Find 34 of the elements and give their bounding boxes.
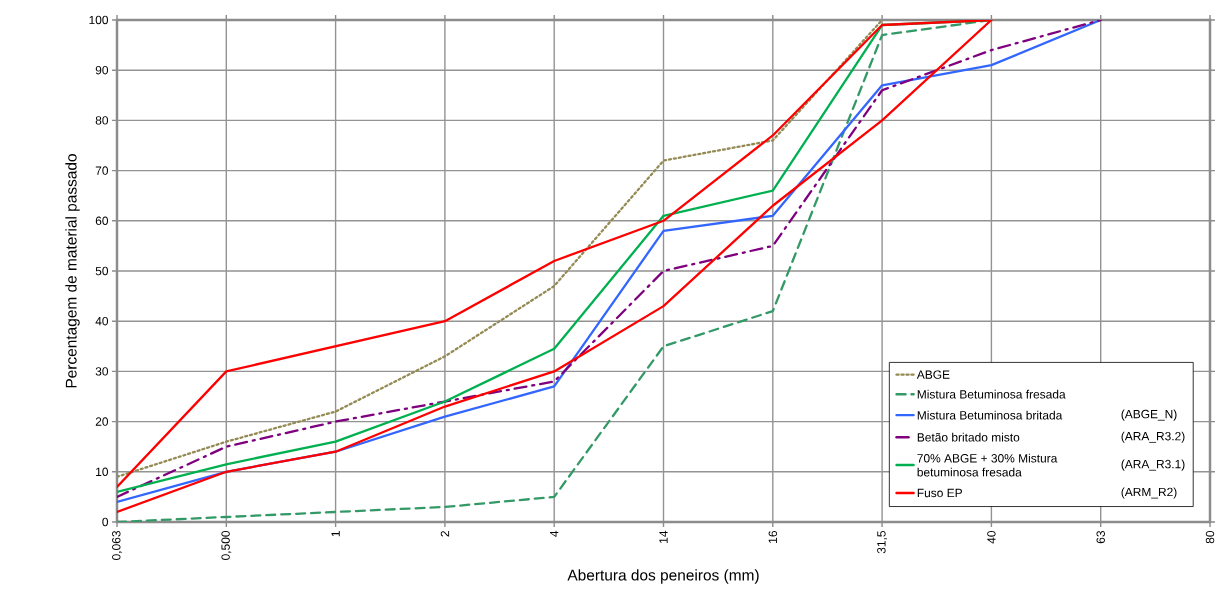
y-tick-label: 60 <box>95 216 109 226</box>
y-tick-label: 50 <box>95 266 109 276</box>
x-tick-label: 40 <box>987 530 996 544</box>
legend-label: 70% ABGE + 30% Mistura betuminosa fresada <box>917 453 1058 477</box>
x-tick-label: 0,063 <box>112 531 122 560</box>
y-tick-label: 30 <box>95 367 109 376</box>
x-tick-label: 63 <box>1096 531 1105 544</box>
x-tick-label: 4 <box>550 530 559 537</box>
annotation: (ARA_R3.2) <box>1121 431 1185 443</box>
annotation: (ARM_R2) <box>1121 487 1177 499</box>
annotation: (ARA_R3.1) <box>1121 459 1185 471</box>
x-tick-label: 31,5 <box>877 531 888 554</box>
legend-label: Mistura Betuminosa britada <box>917 410 1063 420</box>
y-tick-label: 100 <box>89 15 109 25</box>
x-axis-title: Abertura dos peneiros (mm) <box>567 569 759 584</box>
legend-label: Fuso EP <box>917 488 963 498</box>
y-tick-label: 80 <box>95 116 109 125</box>
x-tick-label: 1 <box>331 531 340 537</box>
x-tick-label: 16 <box>768 531 778 543</box>
legend-label: Mistura Betuminosa fresada <box>917 389 1066 399</box>
x-tick-label: 80 <box>1205 530 1215 544</box>
legend-label: ABGE <box>916 370 950 379</box>
y-tick-label: 0 <box>102 517 109 527</box>
x-tick-label: 0,500 <box>221 530 232 560</box>
x-tick-label: 2 <box>440 531 450 537</box>
y-tick-label: 10 <box>96 467 109 477</box>
annotation: (ABGE_N) <box>1121 409 1177 421</box>
x-tick-label: 14 <box>659 530 668 543</box>
y-tick-label: 20 <box>95 417 109 426</box>
y-tick-label: 90 <box>95 65 109 75</box>
y-tick-label: 70 <box>95 166 109 175</box>
y-axis-title: Percentagem de material passado <box>65 154 80 388</box>
y-tick-label: 40 <box>95 316 109 326</box>
legend-label: Betão britado misto <box>917 432 1020 442</box>
